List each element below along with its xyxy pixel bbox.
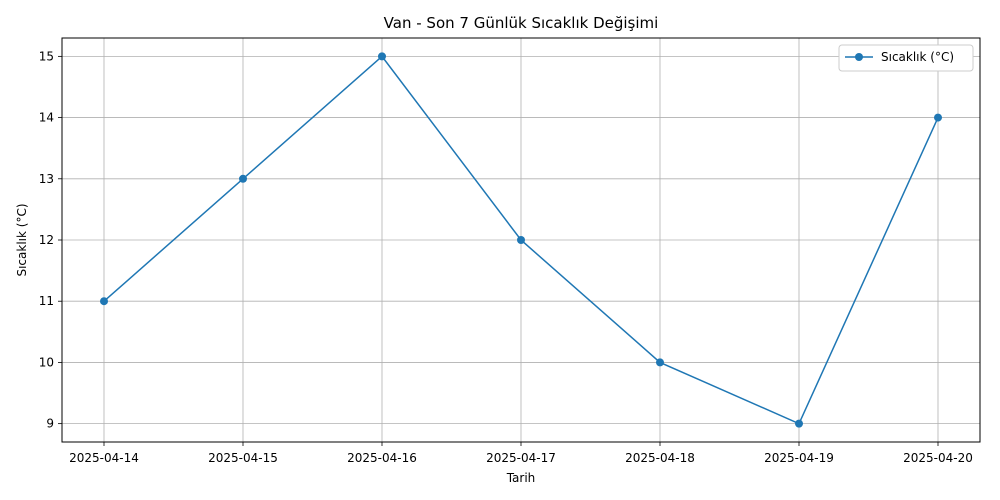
grid xyxy=(62,38,980,442)
data-point xyxy=(934,113,942,122)
x-axis-label: Tarih xyxy=(506,471,536,485)
y-tick-label: 11 xyxy=(39,294,54,308)
series-layer xyxy=(100,52,942,428)
x-axis: 2025-04-14 2025-04-15 2025-04-16 2025-04-17… xyxy=(69,442,973,465)
x-tick-label: 2025-04-20 xyxy=(903,451,973,465)
data-point xyxy=(656,358,664,367)
y-tick-label: 13 xyxy=(39,172,54,186)
chart-title: Van - Son 7 Günlük Sıcaklık Değişimi xyxy=(384,14,659,32)
data-point xyxy=(795,419,803,428)
y-tick-label: 12 xyxy=(39,233,54,247)
x-tick-label: 2025-04-16 xyxy=(347,451,417,465)
legend-label: Sıcaklık (°C) xyxy=(881,50,954,64)
y-tick-label: 9 xyxy=(46,417,54,431)
data-point xyxy=(239,174,247,183)
x-tick-label: 2025-04-17 xyxy=(486,451,556,465)
data-point xyxy=(378,52,386,61)
y-tick-label: 15 xyxy=(39,49,54,63)
legend-box xyxy=(838,44,974,72)
x-tick-label: 2025-04-14 xyxy=(69,451,139,465)
y-axis-label: Sıcaklık (°C) xyxy=(15,203,29,276)
legend-marker-swatch xyxy=(855,53,863,61)
x-tick-label: 2025-04-19 xyxy=(764,451,834,465)
y-tick-label: 10 xyxy=(39,355,54,369)
data-point xyxy=(100,297,108,306)
legend: Sıcaklık (°C) xyxy=(838,44,974,72)
y-tick-label: 14 xyxy=(39,111,54,125)
x-tick-label: 2025-04-18 xyxy=(625,451,695,465)
y-axis: 9 10 11 12 13 14 15 xyxy=(39,49,62,431)
data-point xyxy=(517,236,525,244)
x-tick-label: 2025-04-15 xyxy=(208,451,278,465)
